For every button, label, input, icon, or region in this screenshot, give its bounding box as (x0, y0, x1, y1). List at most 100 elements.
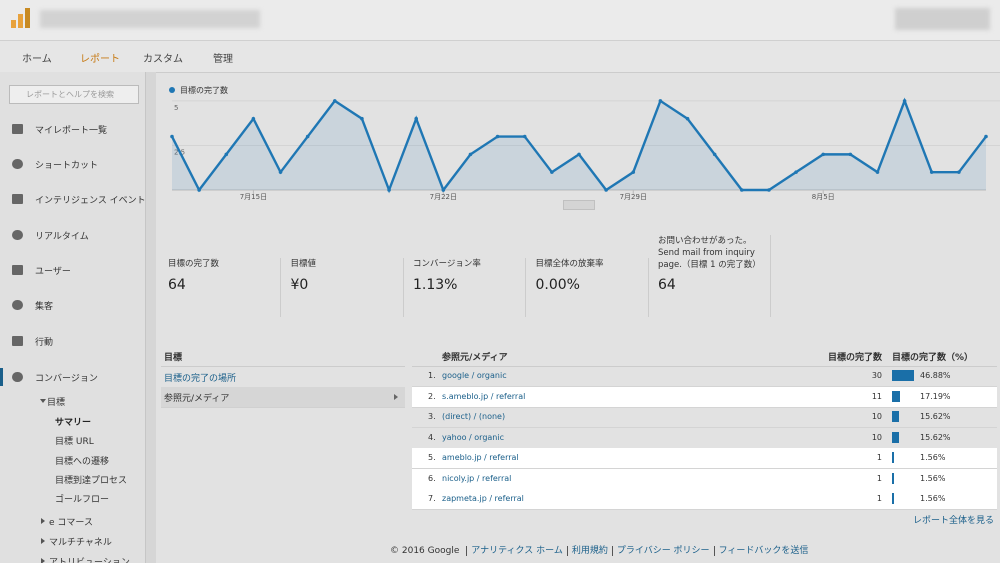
nav-item[interactable]: コンバージョン (35, 374, 98, 384)
table-row[interactable]: 3. (direct) / (none) 10 15.62% (412, 407, 997, 428)
point[interactable] (658, 99, 663, 103)
row-count: 1 (876, 494, 882, 503)
dimension-header: 目標 (161, 346, 405, 367)
point[interactable] (875, 170, 880, 174)
blurred-account (40, 10, 260, 28)
nav-subgroup[interactable]: マルチチャネル (49, 538, 112, 548)
point[interactable] (305, 134, 310, 139)
table-row[interactable]: 5. ameblo.jp / referral 1 1.56% (412, 448, 997, 469)
scorecard-title: 目標全体の放棄率 (535, 259, 604, 269)
table-row[interactable]: 4. yahoo / organic 10 15.62% (412, 428, 997, 449)
point[interactable] (441, 188, 446, 192)
point[interactable] (821, 152, 825, 157)
point[interactable] (577, 152, 581, 157)
nav-item[interactable]: ユーザー (35, 267, 71, 277)
dimension-item[interactable]: 参照元/メディア (161, 387, 405, 408)
nav-item[interactable]: ショートカット (35, 161, 99, 171)
scorecard-value: 1.13% (413, 277, 458, 293)
scorecard[interactable]: コンバージョン率 1.13% (410, 258, 526, 317)
nav-item[interactable]: 行動 (35, 338, 54, 348)
dimension-arrow (394, 394, 401, 400)
scorecard[interactable]: お問い合わせがあった。Send mail from inquiry page.（… (655, 235, 771, 317)
nav-item[interactable]: マイレポート一覧 (35, 126, 108, 136)
nav-tab[interactable]: 管理 (213, 54, 233, 65)
y-tick-label: 5 (174, 104, 178, 112)
point[interactable] (631, 170, 636, 174)
nav-icon (12, 372, 23, 382)
full-report-link[interactable]: レポート全体を見る (912, 516, 994, 526)
nav-item[interactable]: リアルタイム (35, 232, 89, 242)
nav-subitem[interactable]: 目標到達プロセス (55, 476, 128, 486)
scorecard[interactable]: 目標の完了数 64 (165, 258, 281, 317)
nav-subgroup[interactable]: アトリビューション (49, 558, 130, 563)
column-header[interactable]: 目標の完了数 (827, 353, 882, 363)
nav-subitem[interactable]: サマリー (55, 418, 92, 428)
sidebar-scrollbar[interactable] (145, 72, 156, 563)
point[interactable] (712, 152, 717, 157)
point[interactable] (387, 188, 391, 192)
table-row[interactable]: 6. nicoly.jp / referral 1 1.56% (412, 468, 997, 490)
nav-subgroup[interactable]: e コマース (49, 518, 93, 528)
nav-group[interactable]: 目標 (47, 398, 66, 408)
footer-link[interactable]: プライバシー ポリシー (611, 546, 714, 556)
active-marker (0, 368, 3, 386)
blurred-user (895, 8, 990, 30)
point[interactable] (685, 116, 690, 121)
point[interactable] (767, 188, 771, 192)
point[interactable] (360, 116, 364, 121)
point[interactable] (604, 188, 608, 192)
point[interactable] (984, 134, 988, 139)
nav-subitem[interactable]: 目標への遷移 (55, 457, 110, 467)
nav-item[interactable]: 集客 (35, 302, 54, 312)
dimension-item[interactable]: 目標の完了の場所 (161, 367, 405, 388)
row-rank: 6. (428, 473, 436, 483)
nav-item[interactable]: インテリジェンス イベント (35, 196, 146, 206)
nav-subitem[interactable]: ゴールフロー (55, 495, 110, 505)
row-rank: 3. (428, 412, 436, 421)
point[interactable] (251, 116, 256, 121)
footer-link[interactable]: フィードバックを送信 (713, 546, 813, 556)
point[interactable] (522, 134, 527, 139)
table-row[interactable]: 2. s.ameblo.jp / referral 11 17.19% (412, 386, 997, 408)
scorecard[interactable]: 目標値 ¥0 (288, 258, 404, 317)
point[interactable] (333, 99, 337, 103)
table-row[interactable]: 1. google / organic 30 46.88% (412, 366, 997, 387)
row-rank: 2. (428, 391, 436, 401)
point[interactable] (902, 99, 907, 103)
point[interactable] (848, 152, 853, 157)
nav-tab[interactable]: カスタム (143, 54, 183, 65)
scorecard[interactable]: 目標全体の放棄率 0.00% (533, 258, 649, 317)
footer-link[interactable]: アナリティクス ホーム (466, 546, 567, 556)
point[interactable] (794, 170, 798, 174)
chart-resize-handle[interactable] (563, 200, 595, 210)
nav-subitem[interactable]: 目標 URL (55, 437, 94, 447)
point[interactable] (468, 152, 473, 157)
search-box[interactable]: レポートとヘルプを検索 (9, 85, 139, 104)
table-header: 参照元/メディア 目標の完了数 目標の完了数（%） (412, 346, 997, 367)
point[interactable] (170, 134, 174, 139)
row-rank: 7. (428, 494, 436, 503)
point[interactable] (495, 134, 500, 139)
row-bar (892, 390, 901, 402)
table-row[interactable]: 7. zapmeta.jp / referral 1 1.56% (412, 489, 997, 510)
column-header[interactable]: 参照元/メディア (442, 353, 508, 363)
point[interactable] (929, 170, 934, 174)
point[interactable] (550, 170, 554, 174)
row-rank: 1. (428, 371, 436, 380)
scorecard-title: お問い合わせがあった。Send mail from inquiry page.（… (658, 236, 761, 270)
footer-link[interactable]: 利用規約 (566, 546, 612, 556)
row-bar (892, 370, 914, 381)
point[interactable] (278, 170, 283, 174)
x-tick-label: 7月22日 (430, 193, 457, 201)
point[interactable] (957, 170, 961, 174)
point[interactable] (414, 116, 419, 121)
logo (11, 8, 30, 28)
point[interactable] (224, 152, 229, 157)
point[interactable] (197, 188, 201, 192)
point[interactable] (740, 188, 744, 192)
nav-tab[interactable]: ホーム (22, 54, 52, 65)
column-header[interactable]: 目標の完了数（%） (892, 353, 974, 363)
dimension-label: 参照元/メディア (164, 394, 230, 404)
nav-icon (12, 230, 23, 240)
